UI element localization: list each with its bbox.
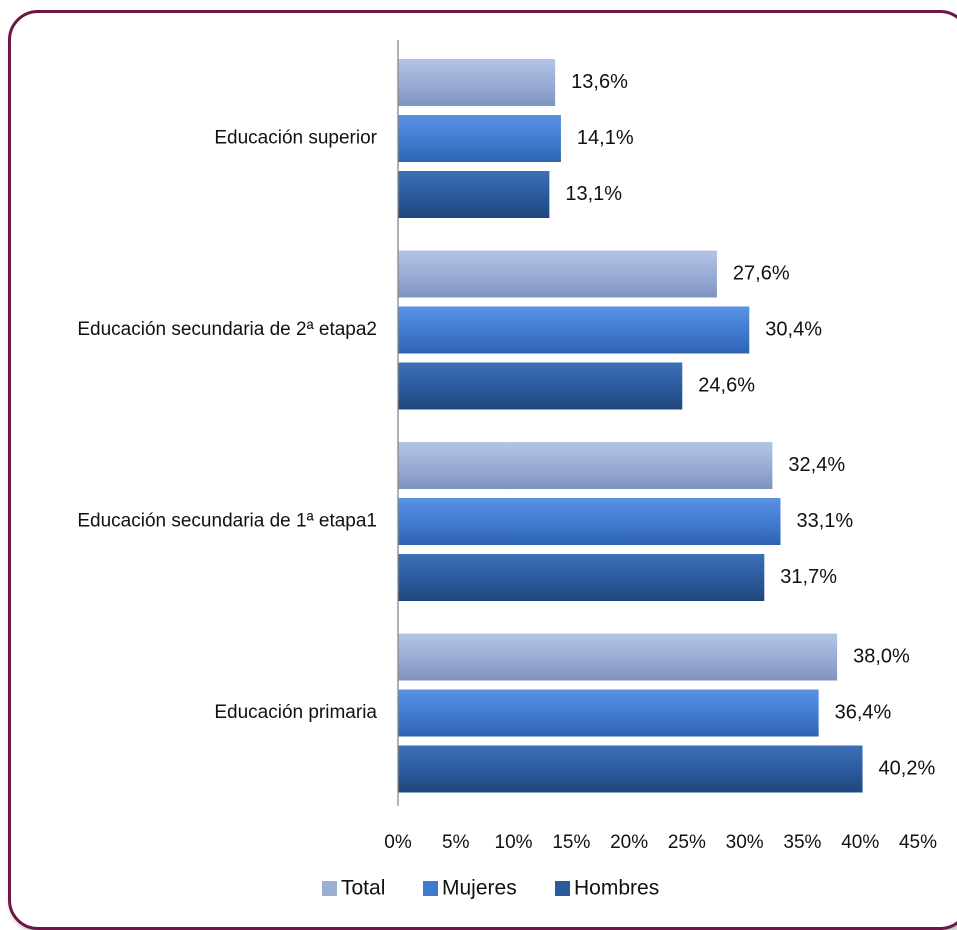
bar-total bbox=[398, 633, 838, 681]
x-tick-label: 30% bbox=[726, 832, 764, 853]
category-label: Educación secundaria de 2ª etapa2 bbox=[77, 319, 377, 340]
data-label: 32,4% bbox=[788, 454, 845, 476]
bar-hombres bbox=[398, 171, 550, 218]
bar-hombres bbox=[398, 362, 683, 410]
data-label: 14,1% bbox=[577, 127, 634, 149]
legend-swatch-hombres bbox=[555, 881, 570, 896]
data-label: 13,1% bbox=[565, 183, 622, 205]
category-label: Educación superior bbox=[214, 128, 377, 149]
bar-mujeres bbox=[398, 115, 561, 162]
x-tick-label: 45% bbox=[899, 832, 937, 853]
x-tick-label: 35% bbox=[783, 832, 821, 853]
category-label: Educación primaria bbox=[214, 702, 377, 723]
legend-label: Hombres bbox=[574, 877, 659, 900]
data-label: 27,6% bbox=[733, 262, 790, 284]
bar-total bbox=[398, 59, 556, 106]
data-label: 31,7% bbox=[780, 566, 837, 588]
labels-layer: Educación superior 13,6% 14,1% 13,1% Educaci… bbox=[77, 71, 935, 780]
x-tick-label: 0% bbox=[384, 832, 412, 853]
data-label: 30,4% bbox=[765, 318, 822, 340]
x-tick-label: 15% bbox=[552, 832, 590, 853]
x-axis-ticks: 0% 5% 10% 15% 20% 25% 30% 35% 40% 45% bbox=[384, 832, 937, 853]
data-label: 33,1% bbox=[796, 510, 853, 532]
legend-label: Mujeres bbox=[442, 877, 517, 900]
bar-hombres bbox=[398, 745, 863, 793]
bar-total bbox=[398, 442, 773, 489]
bars-layer bbox=[398, 59, 863, 793]
bar-total bbox=[398, 250, 717, 298]
bar-mujeres bbox=[398, 689, 819, 737]
legend-swatch-total bbox=[322, 881, 337, 896]
data-label: 24,6% bbox=[698, 374, 755, 396]
x-tick-label: 40% bbox=[841, 832, 879, 853]
data-label: 13,6% bbox=[571, 71, 628, 93]
x-tick-label: 25% bbox=[668, 832, 706, 853]
legend-label: Total bbox=[341, 877, 385, 900]
bar-hombres bbox=[398, 554, 765, 601]
data-label: 36,4% bbox=[835, 701, 892, 723]
x-tick-label: 20% bbox=[610, 832, 648, 853]
data-label: 40,2% bbox=[879, 757, 936, 779]
bar-mujeres bbox=[398, 306, 750, 354]
legend-swatch-mujeres bbox=[423, 881, 438, 896]
x-tick-label: 5% bbox=[442, 832, 470, 853]
data-label: 38,0% bbox=[853, 645, 910, 667]
legend: Total Mujeres Hombres bbox=[322, 877, 659, 900]
bar-mujeres bbox=[398, 498, 781, 545]
category-label: Educación secundaria de 1ª etapa1 bbox=[77, 511, 377, 532]
x-tick-label: 10% bbox=[495, 832, 533, 853]
